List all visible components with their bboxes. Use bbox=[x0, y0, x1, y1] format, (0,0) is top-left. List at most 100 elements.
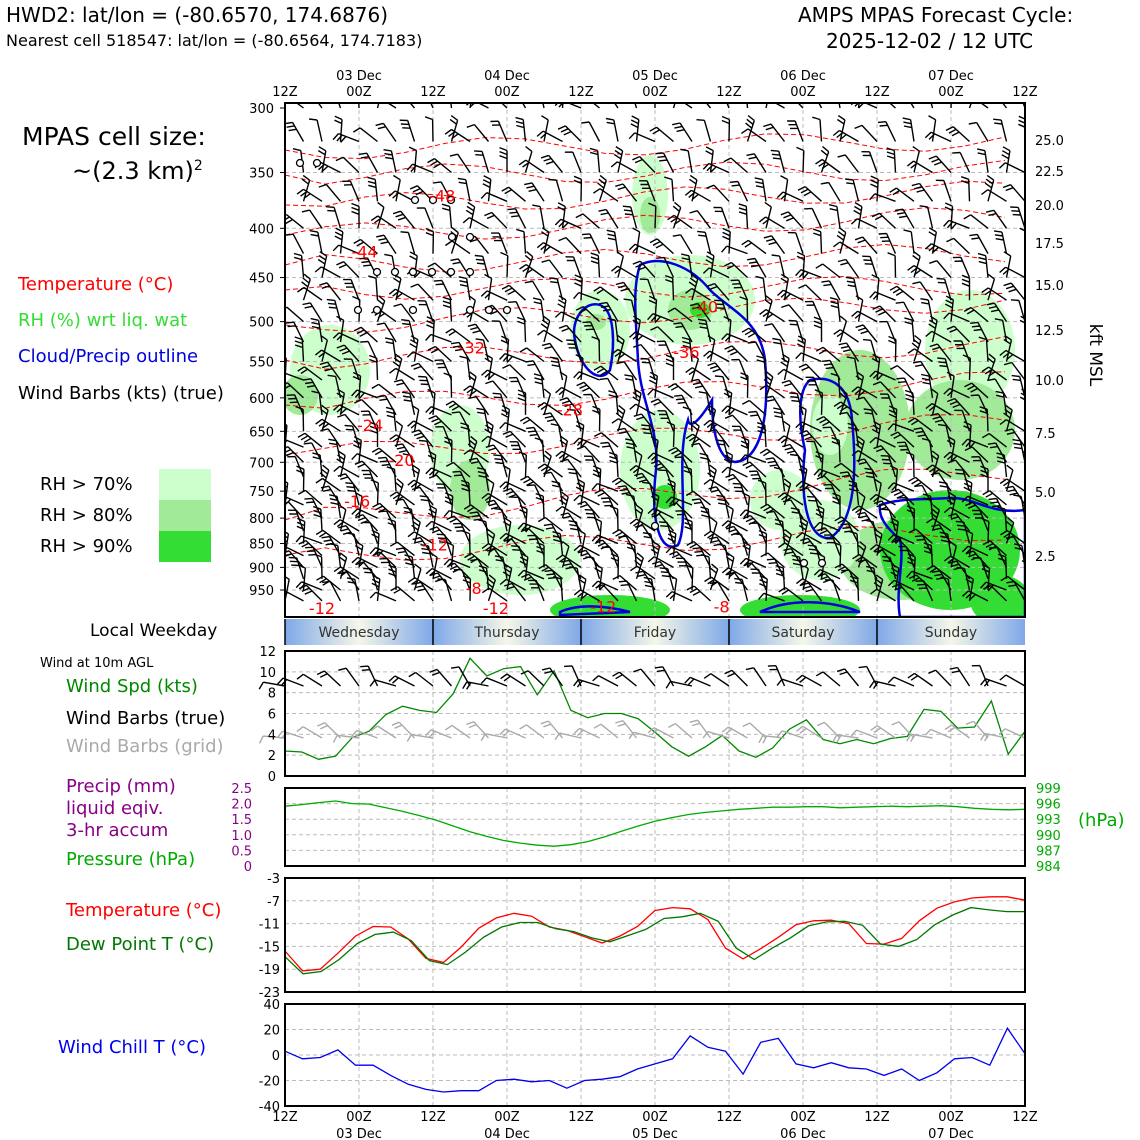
wind-barb bbox=[943, 387, 970, 399]
wind-barb bbox=[700, 506, 712, 532]
wind-barb bbox=[400, 231, 416, 254]
wind-barb bbox=[285, 233, 305, 254]
wind-barb bbox=[943, 506, 970, 519]
wind-barb bbox=[393, 174, 401, 202]
wind-barb bbox=[285, 213, 304, 229]
wind-barb bbox=[420, 544, 434, 568]
wind-barb bbox=[386, 466, 397, 492]
wind-barb bbox=[650, 398, 675, 416]
wind-barb bbox=[921, 437, 934, 463]
wind-barb bbox=[872, 381, 897, 399]
wind-barb bbox=[852, 553, 878, 568]
wind-barb bbox=[371, 529, 380, 556]
wind-barb bbox=[832, 492, 841, 519]
wind-barb bbox=[598, 208, 619, 229]
calm-circle bbox=[312, 158, 322, 168]
wind-tick-label: 0 bbox=[268, 770, 276, 785]
wind-barb bbox=[590, 252, 601, 278]
wind-barb bbox=[419, 495, 434, 519]
wind-barb bbox=[554, 218, 582, 229]
wind-barb bbox=[725, 473, 749, 492]
wind-barb bbox=[869, 543, 896, 557]
surface-wind-barb bbox=[684, 676, 711, 687]
calm-circle bbox=[465, 232, 475, 242]
top-time-tick: 00Z bbox=[494, 85, 520, 100]
wind-barb bbox=[1003, 404, 1013, 432]
wind-barb bbox=[320, 335, 328, 362]
wind-barb bbox=[721, 115, 731, 142]
wind-barb bbox=[981, 366, 1007, 381]
calm-circle bbox=[446, 267, 456, 277]
wind-barb bbox=[481, 435, 508, 448]
wind-barb bbox=[351, 389, 378, 400]
wind-barb bbox=[664, 176, 675, 202]
wind-barb bbox=[444, 492, 454, 519]
wind-barb bbox=[425, 467, 452, 478]
wind-barb bbox=[437, 578, 453, 602]
wind-barb bbox=[352, 127, 378, 143]
wind-barb bbox=[358, 103, 360, 109]
dewpoint-label: Dew Point T (°C) bbox=[66, 934, 215, 955]
wind-barb bbox=[501, 284, 526, 301]
temperature-contour-label: -20 bbox=[388, 451, 414, 470]
wind-barb bbox=[524, 280, 545, 301]
wind-barb bbox=[463, 504, 489, 519]
wind-barb bbox=[537, 402, 563, 416]
dewpoint-line bbox=[284, 906, 1025, 975]
wind-barb bbox=[800, 582, 823, 602]
wind-barb bbox=[634, 450, 643, 478]
wind-barb bbox=[517, 389, 527, 415]
calm-circle bbox=[484, 305, 494, 315]
wind-barb bbox=[925, 402, 952, 416]
wind-barb bbox=[401, 391, 416, 416]
wind-barb bbox=[285, 252, 286, 254]
wind-barb bbox=[285, 121, 305, 142]
calm-circle bbox=[410, 195, 420, 205]
wind-barb bbox=[746, 153, 767, 173]
wind-barb bbox=[980, 465, 989, 492]
wind-barb bbox=[555, 505, 582, 519]
wind-barb bbox=[939, 531, 952, 556]
temperature-contour-label: -8 bbox=[714, 597, 730, 616]
wind-barb bbox=[713, 206, 730, 229]
wind-tick-label: 4 bbox=[268, 728, 276, 743]
kft-tick-label: 12.5 bbox=[1035, 324, 1064, 339]
wind-barb bbox=[370, 479, 379, 505]
wind-barb bbox=[931, 570, 952, 591]
calm-circle bbox=[650, 521, 660, 531]
wind-barb bbox=[703, 530, 730, 545]
wind-barb bbox=[972, 557, 989, 580]
wind-barb bbox=[314, 266, 341, 279]
wind-barb bbox=[337, 473, 360, 492]
wind-barb bbox=[924, 131, 952, 143]
wind-barb bbox=[552, 531, 564, 556]
wind-barb bbox=[608, 451, 619, 478]
wind-barb bbox=[634, 472, 656, 492]
grid-wind-barb bbox=[480, 733, 508, 741]
wind-barb bbox=[302, 378, 323, 399]
wind-barb bbox=[993, 230, 1008, 254]
precip-label-2: liquid eqiv. bbox=[66, 798, 164, 819]
wind-barb bbox=[453, 522, 471, 544]
wind-barb bbox=[449, 153, 471, 173]
temp-tick-label: -11 bbox=[259, 918, 280, 933]
wind-barb bbox=[887, 423, 915, 432]
wind-barb bbox=[685, 490, 711, 506]
wind-barb bbox=[686, 540, 711, 557]
wind-barb bbox=[309, 230, 323, 254]
wind-barb bbox=[873, 445, 897, 463]
wind-barb bbox=[649, 126, 674, 143]
wind-barb bbox=[376, 234, 397, 254]
wind-barb bbox=[907, 265, 933, 279]
wind-barb bbox=[354, 460, 379, 478]
wind-barb bbox=[593, 365, 619, 381]
temperature-contour bbox=[285, 297, 1006, 333]
wind-barb bbox=[285, 480, 289, 505]
wind-barb bbox=[864, 467, 878, 492]
wind-barb bbox=[926, 517, 952, 532]
wind-barb bbox=[429, 572, 453, 591]
wind-barb bbox=[789, 392, 804, 416]
wind-barb bbox=[815, 504, 825, 532]
wind-barb bbox=[665, 590, 693, 602]
rh70-swatch bbox=[159, 469, 211, 500]
